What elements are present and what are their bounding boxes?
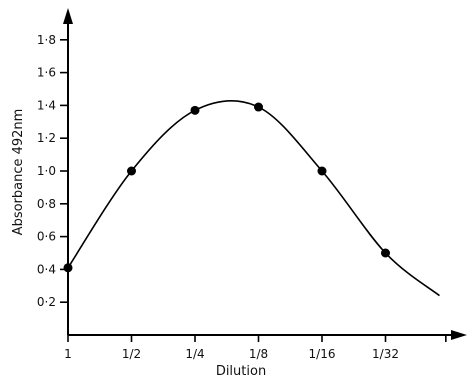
data-points <box>63 102 390 273</box>
y-tick-label: 1·0 <box>37 164 56 178</box>
x-axis-arrowhead <box>451 330 467 340</box>
data-point <box>63 263 73 273</box>
absorbance-curve <box>67 99 440 297</box>
y-ticks: 0·2 0·4 0·6 0·8 1·0 1·2 1·4 1·6 1·8 <box>37 33 68 309</box>
y-tick-label: 1·6 <box>37 66 56 80</box>
y-tick-label: 1·2 <box>37 131 56 145</box>
data-point <box>127 166 136 176</box>
data-point <box>381 248 390 258</box>
x-ticks: 1 1/2 1/4 1/8 1/16 1/32 <box>64 335 447 361</box>
data-point <box>190 105 200 115</box>
x-tick-label: 1/2 <box>122 347 141 361</box>
y-tick-label: 0·8 <box>37 197 56 211</box>
x-axis-label: Dilution <box>216 364 266 379</box>
y-axis-label: Absorbance 492nm <box>11 109 26 236</box>
y-tick-label: 0·6 <box>37 230 56 244</box>
data-point <box>317 166 327 176</box>
x-tick-label: 1/8 <box>249 347 268 361</box>
y-tick-label: 1·8 <box>37 33 56 47</box>
axes <box>63 8 467 340</box>
x-tick-label: 1/32 <box>372 347 399 361</box>
x-tick-label: 1/16 <box>309 347 336 361</box>
x-tick-label: 1 <box>64 347 72 361</box>
y-tick-label: 0·2 <box>37 295 56 309</box>
y-tick-label: 0·4 <box>37 262 56 276</box>
data-point <box>254 102 263 112</box>
y-axis-arrowhead <box>63 8 73 24</box>
y-tick-label: 1·4 <box>37 98 56 112</box>
x-tick-label: 1/4 <box>185 347 204 361</box>
